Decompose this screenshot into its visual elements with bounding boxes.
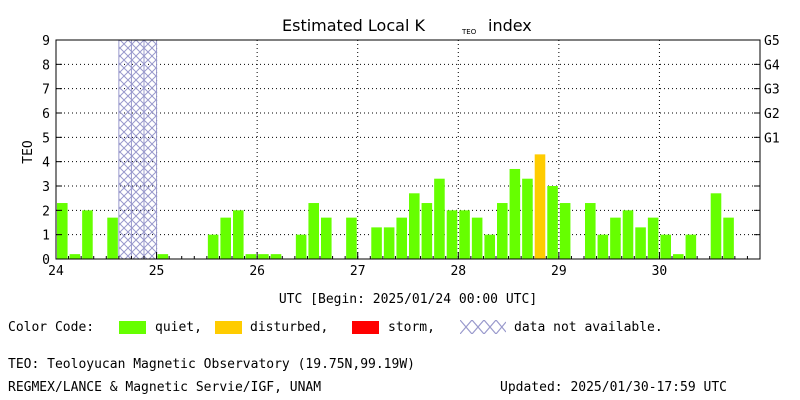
k-index-bar [547, 186, 558, 259]
g-scale-label: G3 [764, 83, 780, 98]
x-axis-label: UTC [Begin: 2025/01/24 00:00 UTC] [279, 292, 537, 307]
k-index-bar [585, 203, 596, 259]
x-tick-label: 25 [149, 264, 165, 279]
k-index-bar [421, 203, 433, 259]
x-tick-label: 26 [249, 264, 265, 279]
data-unavailable-region [118, 40, 157, 259]
k-index-bar [57, 203, 68, 259]
k-index-bar [559, 203, 571, 259]
y-tick-label: 3 [42, 180, 50, 195]
k-index-bar [723, 217, 734, 259]
y-tick-label: 0 [42, 253, 50, 268]
legend-storm-text: storm, [388, 320, 435, 335]
k-index-bar [471, 217, 483, 259]
k-index-bar [685, 234, 697, 259]
credit-text: REGMEX/LANCE & Magnetic Servie/IGF, UNAM [8, 380, 322, 395]
x-tick-label: 27 [350, 264, 366, 279]
g-scale-label: G2 [764, 107, 780, 122]
k-index-chart: 0 1 2 3 4 5 6 7 8 9 G1 G2 G3 G4 G5 24 25 26 27 28 29 30 Est… [21, 16, 780, 307]
chart-title-suffix: index [488, 16, 532, 35]
x-tick-label: 28 [450, 264, 466, 279]
k-index-bar [509, 168, 521, 259]
k-index-bar [346, 217, 357, 259]
y-axis-label: TEO [21, 140, 36, 164]
y-tick-label: 2 [42, 204, 50, 219]
k-index-bar [597, 234, 609, 259]
y-tick-label: 5 [42, 131, 50, 146]
k-index-bar [245, 254, 257, 259]
legend-unavailable-swatch [460, 320, 506, 334]
k-index-bar [459, 210, 470, 259]
k-index-bar [610, 217, 621, 259]
k-index-bar [371, 227, 382, 259]
x-tick-label: 30 [652, 264, 668, 279]
k-index-bar [409, 193, 420, 259]
k-index-bar [69, 254, 81, 259]
y-tick-label: 1 [42, 229, 50, 244]
x-tick-label: 24 [48, 264, 64, 279]
k-index-bar [207, 234, 219, 259]
chart-title: Estimated Local K [282, 16, 425, 35]
k-index-bar [446, 210, 458, 259]
legend-disturbed-text: disturbed, [250, 320, 329, 335]
y-tick-label: 7 [42, 83, 50, 98]
k-index-bar [383, 227, 395, 259]
g-scale-label: G5 [764, 34, 780, 49]
k-index-bar [107, 217, 118, 259]
legend-unavailable-text: data not available. [514, 320, 663, 335]
chart-title-subscript: TEO [461, 28, 477, 36]
k-index-bar [220, 217, 231, 259]
legend-disturbed-swatch [215, 321, 242, 334]
k-index-bar [295, 234, 307, 259]
legend-quiet-swatch [119, 321, 146, 334]
legend-storm-swatch [352, 321, 379, 334]
x-tick-label: 29 [551, 264, 567, 279]
y-tick-label: 8 [42, 58, 50, 73]
k-index-bar [660, 234, 671, 259]
k-index-bar [484, 234, 495, 259]
k-index-bar [710, 193, 722, 259]
k-index-bar [157, 254, 169, 259]
k-index-bar [534, 154, 546, 259]
k-index-bar [308, 203, 319, 259]
k-index-bar [258, 254, 269, 259]
k-index-bar [673, 254, 684, 259]
legend-quiet-text: quiet, [155, 320, 202, 335]
y-tick-label: 9 [42, 34, 50, 49]
updated-timestamp: Updated: 2025/01/30-17:59 UTC [500, 380, 727, 395]
k-index-bar [497, 203, 508, 259]
y-tick-label: 6 [42, 107, 50, 122]
k-index-bar [622, 210, 634, 259]
k-index-bar [321, 217, 332, 259]
k-index-bar [396, 217, 407, 259]
g-scale-label: G4 [764, 58, 780, 73]
k-index-bar [635, 227, 646, 259]
k-index-bar [522, 178, 533, 259]
k-index-bar [647, 217, 659, 259]
k-index-bar [233, 210, 244, 259]
legend-label: Color Code: [8, 320, 95, 335]
k-index-bar [82, 210, 93, 259]
observatory-info: TEO: Teoloyucan Magnetic Observatory (19… [8, 357, 415, 372]
y-tick-label: 4 [42, 156, 50, 171]
g-scale-label: G1 [764, 131, 780, 146]
k-index-bar [270, 254, 282, 259]
k-index-bar [434, 178, 445, 259]
